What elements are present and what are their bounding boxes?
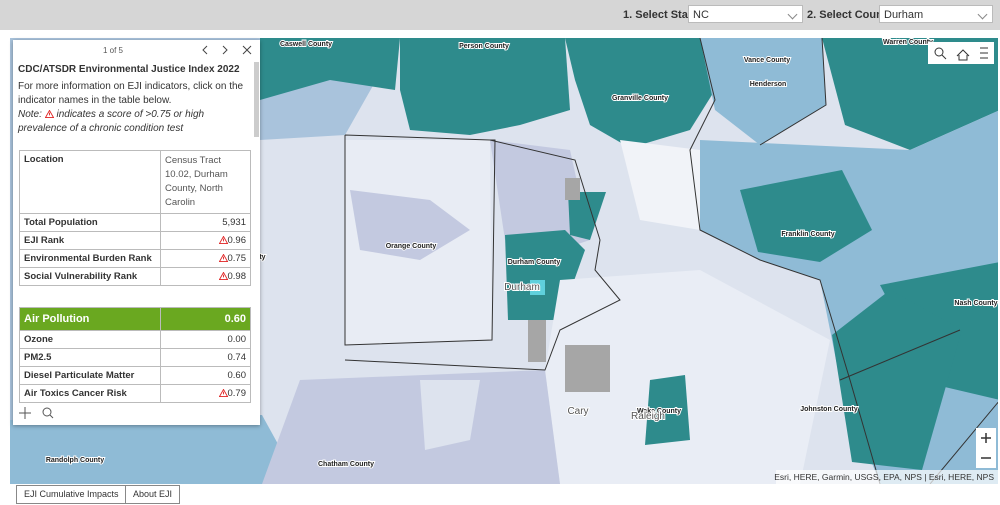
map-label: Warren County	[883, 39, 933, 46]
county-label: 2. Select County	[807, 9, 893, 21]
row-value: 0.60	[160, 366, 251, 385]
row-label: PM2.5	[19, 348, 161, 367]
row-value-text: 5,931	[222, 217, 246, 228]
county-select[interactable]: Durham	[879, 5, 993, 23]
intro: For more information on EJI indicators, …	[18, 81, 244, 106]
table-row: Air Toxics Cancer Risk 0.79	[19, 384, 251, 403]
map-label: Orange County	[386, 243, 437, 250]
row-value-text: 0.00	[227, 334, 247, 345]
note-label: Note:	[18, 109, 42, 120]
row-label: Diesel Particulate Matter	[19, 366, 161, 385]
map-label: Durham County	[508, 259, 561, 266]
row-label: EJI Rank	[19, 231, 161, 250]
row-value: 0.75	[160, 249, 251, 268]
table-row: PM2.5 0.74	[19, 348, 251, 367]
map-label: Granville County	[612, 95, 668, 102]
row-label: Air Toxics Cancer Risk	[19, 384, 161, 403]
row-value: 0.96	[160, 231, 251, 250]
map-label: Randolph County	[46, 457, 104, 464]
header-bar	[0, 0, 1000, 30]
table-row: Total Population 5,931	[19, 213, 251, 232]
map-label: Wake County	[637, 408, 681, 415]
popup-tools[interactable]	[19, 406, 63, 420]
row-value-text: 0.74	[227, 352, 247, 363]
map-label: Johnston County	[800, 406, 858, 413]
row-label: Location	[19, 150, 161, 214]
table-row: Social Vulnerability Rank 0.98	[19, 267, 251, 286]
section-title: Air Pollution	[19, 307, 161, 331]
row-label: Social Vulnerability Rank	[19, 267, 161, 286]
row-value: 0.00	[160, 330, 251, 349]
state-label: 1. Select State	[623, 9, 698, 21]
map-label: Cary	[567, 406, 588, 417]
section-header: Air Pollution 0.60	[19, 307, 251, 331]
row-value: 0.79	[160, 384, 251, 403]
attribution: Esri, HERE, Garmin, USGS, EPA, NPS | Esr…	[774, 472, 994, 482]
section-value: 0.60	[160, 307, 251, 331]
row-value: 0.74	[160, 348, 251, 367]
state-select[interactable]: NC	[688, 5, 803, 23]
row-value: Census Tract 10.02, Durham County, North…	[160, 150, 251, 214]
popup: 1 of 5 CDC/ATSDR Environmental Justice I…	[13, 40, 260, 425]
popup-controls[interactable]	[201, 44, 257, 56]
row-value-text: 0.60	[227, 370, 247, 381]
row-value: 0.98	[160, 267, 251, 286]
row-label: Environmental Burden Rank	[19, 249, 161, 268]
note-text: indicates a score of >0.75 or high preva…	[18, 109, 205, 134]
map-label: Raleigh	[631, 411, 665, 422]
map-label: Durham	[504, 282, 540, 293]
summary-table: Location Census Tract 10.02, Durham Count…	[19, 150, 251, 286]
table-row: EJI Rank 0.96	[19, 231, 251, 250]
table-row: Environmental Burden Rank 0.75	[19, 249, 251, 268]
map-label: Chatham County	[318, 461, 374, 468]
table-row: Diesel Particulate Matter 0.60	[19, 366, 251, 385]
map-label: Henderson	[750, 81, 787, 88]
air-table: Air Pollution 0.60 Ozone 0.00 PM2.5 0.74 Diese…	[19, 307, 251, 403]
row-value-text: 0.98	[227, 271, 247, 282]
tab[interactable]: EJI Cumulative Impacts	[16, 485, 127, 504]
tab[interactable]: About EJI	[125, 485, 181, 504]
pager: 1 of 5	[102, 46, 123, 55]
map-label: Franklin County	[781, 231, 834, 238]
popup-title: CDC/ATSDR Environmental Justice Index 20…	[18, 64, 240, 75]
row-value-text: Census Tract 10.02, Durham County, North…	[165, 155, 228, 208]
map-label: Nash County	[954, 300, 997, 307]
note: Note: indicates a score of >0.75 or high…	[18, 108, 248, 136]
row-label: Ozone	[19, 330, 161, 349]
row-value-text: 0.79	[227, 388, 247, 399]
row-value-text: 0.96	[227, 235, 247, 246]
table-row: Location Census Tract 10.02, Durham Count…	[19, 150, 251, 214]
map-label: Vance County	[744, 57, 790, 64]
row-label: Total Population	[19, 213, 161, 232]
row-value-text: 0.75	[227, 253, 247, 264]
map-label: Person County	[459, 43, 509, 50]
row-value: 5,931	[160, 213, 251, 232]
table-row: Ozone 0.00	[19, 330, 251, 349]
map-label: Caswell County	[280, 41, 332, 48]
